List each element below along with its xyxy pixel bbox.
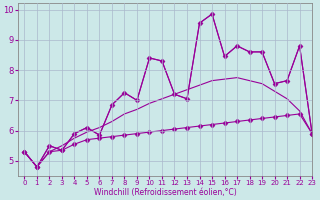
- X-axis label: Windchill (Refroidissement éolien,°C): Windchill (Refroidissement éolien,°C): [94, 188, 236, 197]
